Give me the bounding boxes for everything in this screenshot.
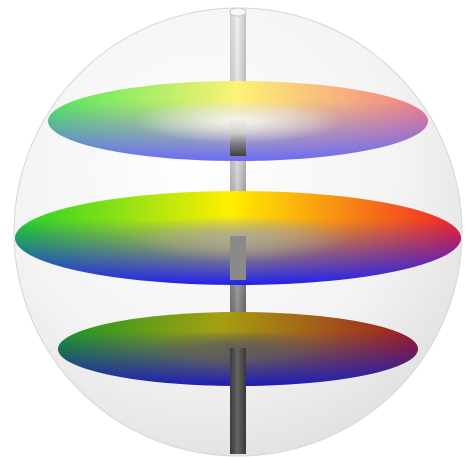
axis-segment-middle: [230, 236, 246, 280]
axis-top-cap: [229, 7, 247, 17]
axis-segment-upper: [230, 120, 246, 156]
